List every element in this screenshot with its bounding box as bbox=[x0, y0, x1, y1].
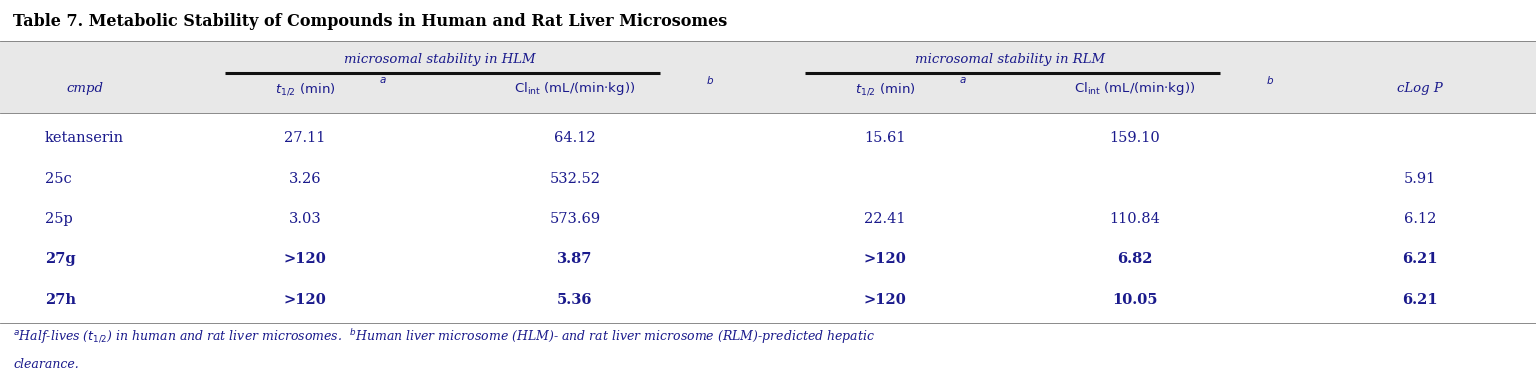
Text: $t_{1/2}$ $\mathrm{(min)}$: $t_{1/2}$ $\mathrm{(min)}$ bbox=[275, 81, 335, 97]
Text: $b$: $b$ bbox=[707, 74, 714, 86]
Text: >120: >120 bbox=[284, 253, 326, 266]
Text: 3.26: 3.26 bbox=[289, 172, 321, 186]
Text: $\mathrm{Cl_{int}}$ $\mathrm{(mL/(min{\cdot}kg))}$: $\mathrm{Cl_{int}}$ $\mathrm{(mL/(min{\c… bbox=[515, 81, 636, 97]
Text: >120: >120 bbox=[863, 253, 906, 266]
Text: $\mathrm{Cl_{int}}$ $\mathrm{(mL/(min{\cdot}kg))}$: $\mathrm{Cl_{int}}$ $\mathrm{(mL/(min{\c… bbox=[1074, 81, 1195, 97]
Text: >120: >120 bbox=[284, 293, 326, 307]
Text: cLog P: cLog P bbox=[1398, 83, 1442, 96]
Text: Table 7. Metabolic Stability of Compounds in Human and Rat Liver Microsomes: Table 7. Metabolic Stability of Compound… bbox=[12, 13, 727, 30]
Text: 64.12: 64.12 bbox=[554, 131, 596, 145]
Text: 15.61: 15.61 bbox=[865, 131, 906, 145]
Text: microsomal stability in HLM: microsomal stability in HLM bbox=[344, 52, 536, 65]
Bar bbox=[0, 41, 1536, 113]
Text: 5.91: 5.91 bbox=[1404, 172, 1436, 186]
Text: 5.36: 5.36 bbox=[558, 293, 593, 307]
Text: $a$: $a$ bbox=[958, 75, 966, 85]
Text: $t_{1/2}$ $\mathrm{(min)}$: $t_{1/2}$ $\mathrm{(min)}$ bbox=[854, 81, 915, 97]
Text: 27.11: 27.11 bbox=[284, 131, 326, 145]
Text: 3.87: 3.87 bbox=[558, 253, 593, 266]
Text: 532.52: 532.52 bbox=[550, 172, 601, 186]
Text: $a$: $a$ bbox=[379, 75, 387, 85]
Text: $^a$Half-lives ($t_{1/2}$) in human and rat liver microsomes.  $^b$Human liver m: $^a$Half-lives ($t_{1/2}$) in human and … bbox=[12, 328, 876, 346]
Text: 27g: 27g bbox=[45, 253, 75, 266]
Text: 6.21: 6.21 bbox=[1402, 253, 1438, 266]
Text: 159.10: 159.10 bbox=[1109, 131, 1160, 145]
Text: 25c: 25c bbox=[45, 172, 72, 186]
Text: clearance.: clearance. bbox=[12, 358, 78, 371]
Text: 6.21: 6.21 bbox=[1402, 293, 1438, 307]
Text: 3.03: 3.03 bbox=[289, 212, 321, 226]
Text: 573.69: 573.69 bbox=[550, 212, 601, 226]
Text: microsomal stability in RLM: microsomal stability in RLM bbox=[915, 52, 1104, 65]
Text: 6.12: 6.12 bbox=[1404, 212, 1436, 226]
Text: ketanserin: ketanserin bbox=[45, 131, 124, 145]
Text: 10.05: 10.05 bbox=[1112, 293, 1158, 307]
Text: cmpd: cmpd bbox=[66, 83, 103, 96]
Text: 25p: 25p bbox=[45, 212, 72, 226]
Text: 27h: 27h bbox=[45, 293, 75, 307]
Text: >120: >120 bbox=[863, 293, 906, 307]
Text: 6.82: 6.82 bbox=[1117, 253, 1152, 266]
Text: $b$: $b$ bbox=[1266, 74, 1273, 86]
Text: 22.41: 22.41 bbox=[865, 212, 906, 226]
Text: 110.84: 110.84 bbox=[1109, 212, 1160, 226]
